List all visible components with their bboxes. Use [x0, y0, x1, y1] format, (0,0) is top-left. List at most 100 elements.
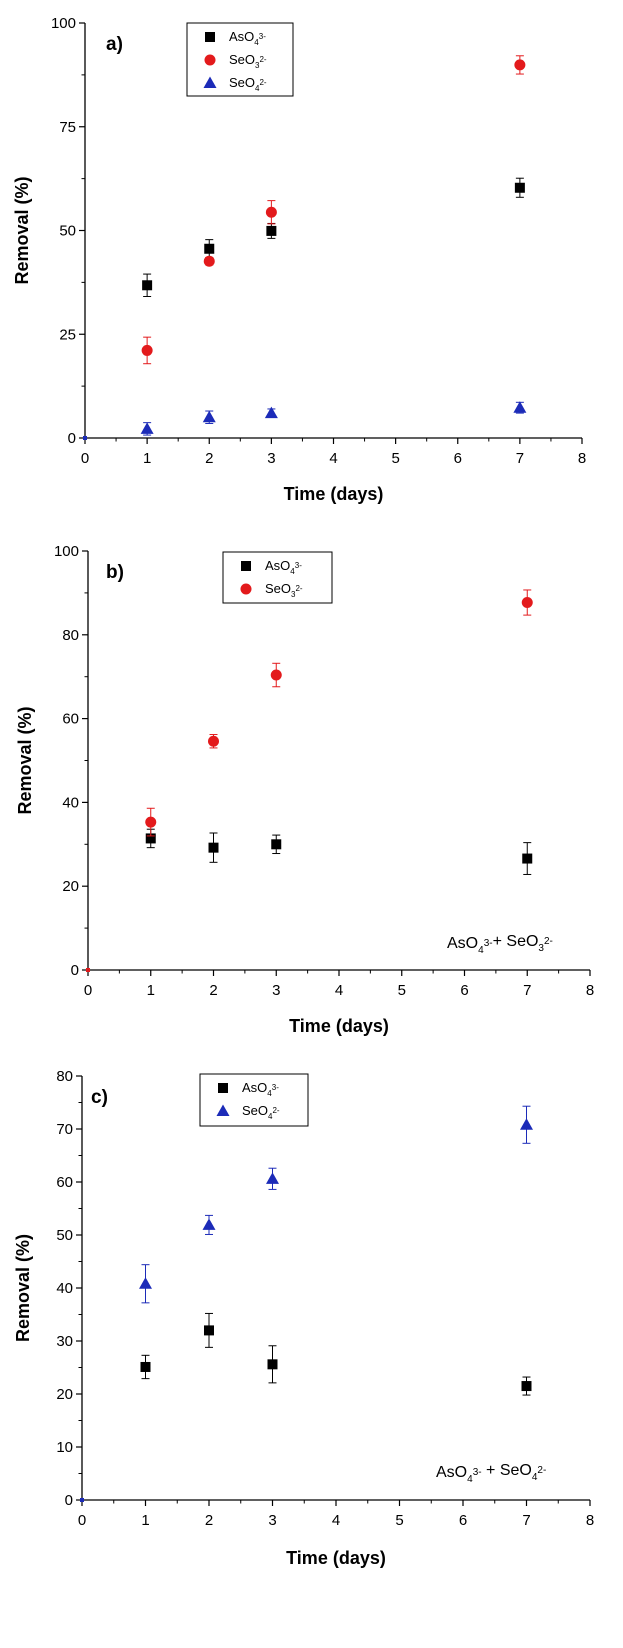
x-tick-label: 1	[143, 450, 151, 467]
x-tick-label: 8	[586, 982, 594, 999]
x-tick-label: 6	[454, 450, 462, 467]
data-point	[204, 243, 215, 254]
x-tick-label: 0	[78, 1512, 86, 1529]
data-point	[203, 255, 215, 267]
data-point	[514, 182, 525, 193]
legend-marker	[204, 54, 216, 66]
data-point	[145, 833, 156, 844]
x-tick-label: 8	[578, 450, 586, 467]
series-aso4	[145, 828, 533, 875]
y-tick-label: 100	[51, 15, 76, 32]
data-point	[208, 735, 219, 747]
legend-marker	[218, 1083, 228, 1093]
y-tick-label: 20	[56, 1386, 73, 1403]
x-tick-label: 2	[209, 982, 217, 999]
data-point	[139, 1277, 152, 1289]
x-tick-label: 8	[586, 1512, 594, 1529]
data-point	[202, 410, 216, 423]
x-tick-label: 0	[81, 450, 89, 467]
condition-annotation: AsO43- + SeO42-	[436, 1462, 546, 1485]
x-tick-label: 4	[332, 1512, 340, 1529]
x-axis-title: Time (days)	[284, 484, 384, 504]
data-point	[266, 225, 277, 236]
x-tick-label: 3	[267, 450, 275, 467]
legend-marker	[203, 76, 217, 88]
x-tick-label: 7	[523, 982, 531, 999]
x-tick-label: 1	[147, 982, 155, 999]
data-point	[521, 1381, 532, 1392]
data-point	[521, 597, 533, 609]
y-tick-label: 50	[59, 223, 76, 240]
data-point	[202, 1218, 216, 1230]
y-tick-label: 100	[54, 543, 79, 560]
x-tick-label: 3	[272, 982, 280, 999]
data-point	[265, 206, 277, 218]
series-seo3	[86, 589, 533, 972]
legend-entry-label: SeO32-	[229, 52, 267, 70]
data-point	[140, 422, 154, 434]
x-tick-label: 4	[335, 982, 343, 999]
data-point	[142, 280, 153, 291]
legend-entry-label: AsO43-	[229, 29, 266, 47]
legend-box	[222, 551, 333, 604]
panel-label: b)	[106, 562, 124, 583]
x-tick-label: 7	[522, 1512, 530, 1529]
y-tick-label: 60	[56, 1174, 73, 1191]
data-point	[140, 1361, 151, 1372]
x-tick-label: 7	[516, 450, 524, 467]
y-tick-label: 30	[56, 1333, 73, 1350]
legend-entry-label: SeO42-	[242, 1103, 280, 1121]
panel-label: c)	[91, 1087, 108, 1108]
legend-marker	[205, 32, 215, 42]
x-tick-label: 4	[329, 450, 337, 467]
x-tick-label: 2	[205, 1512, 213, 1529]
legend-entry-label: AsO43-	[265, 558, 302, 576]
x-tick-label: 2	[205, 450, 213, 467]
x-tick-label: 6	[460, 982, 468, 999]
data-point	[86, 968, 90, 972]
x-tick-label: 0	[84, 982, 92, 999]
legend: AsO43- SeO32-	[222, 551, 333, 604]
series-seo4	[80, 1105, 533, 1502]
legend-marker	[216, 1104, 230, 1116]
y-tick-label: 50	[56, 1227, 73, 1244]
data-point	[208, 842, 219, 853]
data-point	[513, 401, 527, 413]
data-point	[514, 59, 526, 71]
y-tick-label: 80	[56, 1068, 73, 1085]
y-tick-label: 60	[62, 711, 79, 728]
y-tick-label: 40	[56, 1280, 73, 1297]
x-tick-label: 1	[141, 1512, 149, 1529]
x-tick-label: 3	[268, 1512, 276, 1529]
series-seo4	[83, 401, 527, 440]
data-point	[80, 1498, 84, 1502]
legend-box	[199, 1073, 309, 1127]
legend-entry-label: SeO32-	[265, 581, 303, 599]
y-axis-title: Removal (%)	[15, 706, 35, 814]
x-tick-label: 5	[391, 450, 399, 467]
y-tick-label: 0	[68, 430, 76, 447]
legend-entry-label: AsO43-	[242, 1080, 279, 1098]
legend-entry-label: SeO42-	[229, 75, 267, 93]
x-axis-title: Time (days)	[286, 1548, 386, 1568]
x-tick-label: 5	[398, 982, 406, 999]
data-point	[264, 406, 278, 419]
data-point	[204, 1325, 214, 1336]
legend: AsO43- SeO42-	[199, 1073, 309, 1127]
series-aso4	[83, 177, 525, 440]
data-point	[83, 436, 87, 440]
chart-panel-a: 0 1 2 3 4 5 6 7 8 0 25 50 75 100 Time (days) Removal (%…	[12, 15, 586, 504]
y-axis-title: Removal (%)	[13, 1234, 33, 1342]
data-point	[266, 1172, 279, 1184]
x-tick-label: 5	[395, 1512, 403, 1529]
data-point	[520, 1118, 533, 1130]
y-tick-label: 80	[62, 627, 79, 644]
y-tick-label: 20	[62, 878, 79, 895]
y-tick-label: 70	[56, 1121, 73, 1138]
data-point	[267, 1359, 278, 1370]
legend-marker	[241, 561, 251, 571]
